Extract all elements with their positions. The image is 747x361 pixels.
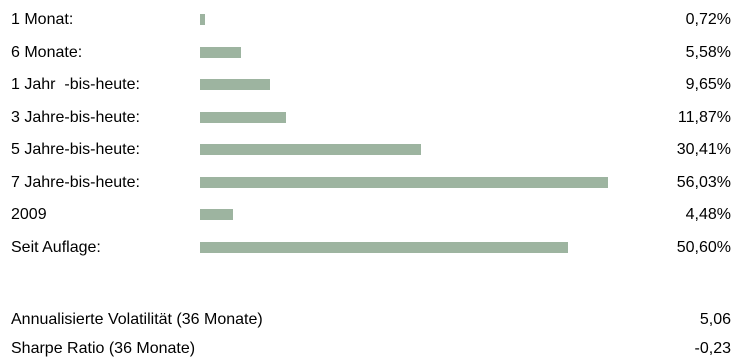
data-label: 56,03% [676,173,731,191]
stat-row-volatility: Annualisierte Volatilität (36 Monate) 5,… [0,308,747,332]
stat-value: 5,06 [699,311,731,328]
chart-row: 5 Jahre-bis-heute: 30,41% [0,138,747,162]
chart-row: 6 Monate: 5,58% [0,41,747,65]
category-label: 7 Jahre-bis-heute: [11,173,140,191]
category-label: 1 Monat: [11,11,74,28]
category-label: Seit Auflage: [11,238,101,256]
chart-row: 2009 4,48% [0,203,747,227]
category-label: 5 Jahre-bis-heute: [11,141,140,158]
category-label: 2009 [11,206,47,223]
data-label: 30,41% [676,141,731,158]
data-label: 5,58% [685,43,731,61]
category-label: 1 Jahr -bis-heute: [11,76,140,93]
chart-row: 3 Jahre-bis-heute: 11,87% [0,106,747,130]
stat-value: -0,23 [694,340,731,357]
chart-row: 1 Jahr -bis-heute: 9,65% [0,73,747,97]
stat-label: Sharpe Ratio (36 Monate) [11,340,196,357]
bar [200,241,569,253]
bar [200,144,422,155]
data-label: 0,72% [685,11,731,28]
category-label: 6 Monate: [11,43,83,61]
data-label: 50,60% [676,238,731,256]
data-label: 4,48% [685,206,731,223]
bar [200,46,241,58]
bar [200,209,233,220]
bar [200,79,271,90]
category-label: 3 Jahre-bis-heute: [11,108,140,126]
data-label: 11,87% [677,108,731,126]
chart-row: 1 Monat: 0,72% [0,8,747,32]
chart-row: Seit Auflage: 50,60% [0,236,747,260]
performance-chart: 1 Monat: 0,72% 6 Monate: 5,58% 1 Jahr -bis-h… [0,8,747,260]
stat-label: Annualisierte Volatilität (36 Monate) [11,311,263,328]
data-label: 9,65% [685,76,731,93]
stat-row-sharpe-ratio: Sharpe Ratio (36 Monate) -0,23 [0,337,747,361]
bar [200,176,608,188]
bar [200,111,287,123]
chart-row: 7 Jahre-bis-heute: 56,03% [0,171,747,195]
bar [200,14,206,25]
